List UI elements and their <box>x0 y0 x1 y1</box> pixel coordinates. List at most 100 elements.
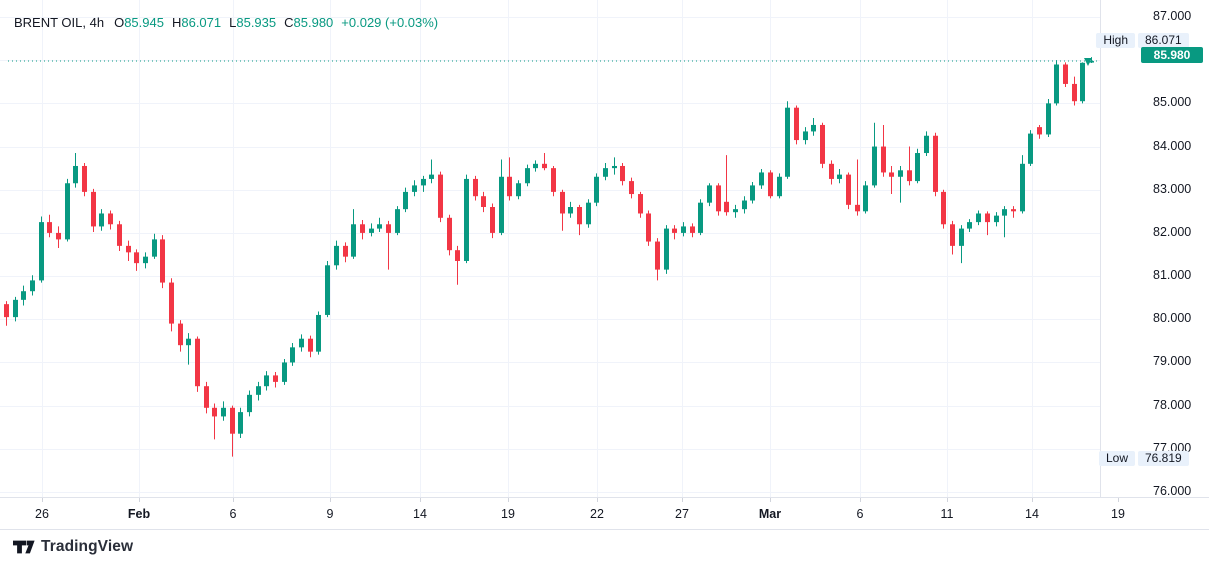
candle-body <box>143 256 148 264</box>
candle-up <box>256 381 261 401</box>
open-label: O <box>114 14 125 30</box>
candle-body <box>829 163 834 179</box>
candle-body <box>412 185 417 192</box>
candle-down <box>620 162 625 186</box>
price-axis[interactable] <box>1100 0 1209 530</box>
candle-down <box>481 191 486 213</box>
candle-body <box>186 338 191 346</box>
candle-body <box>655 241 660 270</box>
candle-body <box>881 146 886 173</box>
candle-body <box>429 174 434 179</box>
price-axis-label: 76.000 <box>1153 484 1192 498</box>
candle-up <box>924 131 929 157</box>
time-axis-tick <box>330 498 331 502</box>
candle-down <box>386 220 391 270</box>
time-axis-tick <box>770 498 771 502</box>
candle-down <box>343 242 348 263</box>
candle-up <box>516 180 521 200</box>
candle-body <box>247 394 252 413</box>
candle-up <box>994 212 999 227</box>
time-axis-label: Mar <box>758 507 782 521</box>
candlestick-chart-canvas[interactable] <box>0 0 1100 530</box>
time-axis-tick <box>139 498 140 502</box>
candle-body <box>967 222 972 229</box>
candle-down <box>82 162 87 197</box>
candle-body <box>525 168 530 184</box>
candle-down <box>716 183 721 216</box>
candle-body <box>542 163 547 169</box>
candle-down <box>126 240 131 261</box>
candle-body <box>959 228 964 246</box>
candle-body <box>238 412 243 434</box>
candle-body <box>377 224 382 229</box>
candle-body <box>707 185 712 203</box>
candle-down <box>889 165 894 195</box>
candle-body <box>785 107 790 177</box>
candle-body <box>464 178 469 261</box>
candle-body <box>551 168 556 192</box>
candle-body <box>99 213 104 227</box>
candle-body <box>438 174 443 218</box>
candle-down <box>1037 124 1042 139</box>
candle-body <box>976 213 981 223</box>
candle-body <box>204 386 209 408</box>
price-axis-label: 84.000 <box>1153 138 1192 153</box>
candle-body <box>742 200 747 210</box>
candle-down <box>447 214 452 256</box>
candle-up <box>282 359 287 385</box>
candle-body <box>221 407 226 417</box>
time-axis-label: 19 <box>501 507 515 521</box>
candle-body <box>716 185 721 212</box>
time-axis-tick <box>420 498 421 502</box>
candle-up <box>152 233 157 259</box>
candle-down <box>56 226 61 249</box>
ohlc-open: O85.945 <box>114 15 164 30</box>
candle-body <box>395 209 400 233</box>
candle-body <box>73 165 78 184</box>
time-axis[interactable]: 26 Feb 6 9 14 19 22 27 Mar 6 11 14 19 <box>0 497 1209 530</box>
symbol-title[interactable]: BRENT OIL, 4h <box>14 14 105 30</box>
candle-up <box>403 187 408 213</box>
candle-body <box>1072 83 1077 102</box>
candle-up <box>299 334 304 352</box>
candle-up <box>369 223 374 237</box>
tradingview-link[interactable]: TradingView <box>13 538 133 556</box>
candle-body <box>152 239 157 257</box>
candle-body <box>724 201 729 213</box>
candle-body <box>507 176 512 197</box>
candle-down <box>638 191 643 218</box>
candle-body <box>13 299 18 318</box>
ohlc-high: H86.071 <box>172 15 221 30</box>
candle-down <box>273 371 278 388</box>
candle-body <box>1020 163 1025 212</box>
time-axis-tick <box>682 498 683 502</box>
candle-down <box>881 124 886 177</box>
candle-body <box>898 170 903 177</box>
candle-body <box>264 375 269 387</box>
time-axis-label: 19 <box>1111 507 1125 521</box>
time-axis-label: 14 <box>413 507 427 521</box>
change-value: +0.029 (+0.03%) <box>341 14 439 30</box>
candle-body <box>698 202 703 233</box>
candle-up <box>1028 130 1033 166</box>
candle-body <box>421 178 426 186</box>
candle-down <box>560 189 565 231</box>
candle-body <box>577 207 582 225</box>
ohlc-close: C85.980 <box>284 15 333 30</box>
candle-body <box>889 172 894 177</box>
candle-up <box>377 217 382 233</box>
range-high-label: High <box>1096 33 1135 48</box>
candle-body <box>1089 61 1094 63</box>
candle-down <box>178 320 183 352</box>
time-axis-label: 22 <box>590 507 604 521</box>
low-label: L <box>229 14 237 30</box>
candle-body <box>360 224 365 233</box>
candle-up <box>412 180 417 197</box>
candle-down <box>473 175 478 201</box>
candle-up <box>698 199 703 236</box>
candle-down <box>768 170 773 199</box>
candle-body <box>108 213 113 225</box>
candle-up <box>681 222 686 237</box>
candle-up <box>1002 206 1007 238</box>
range-low-value: 76.819 <box>1138 451 1189 466</box>
